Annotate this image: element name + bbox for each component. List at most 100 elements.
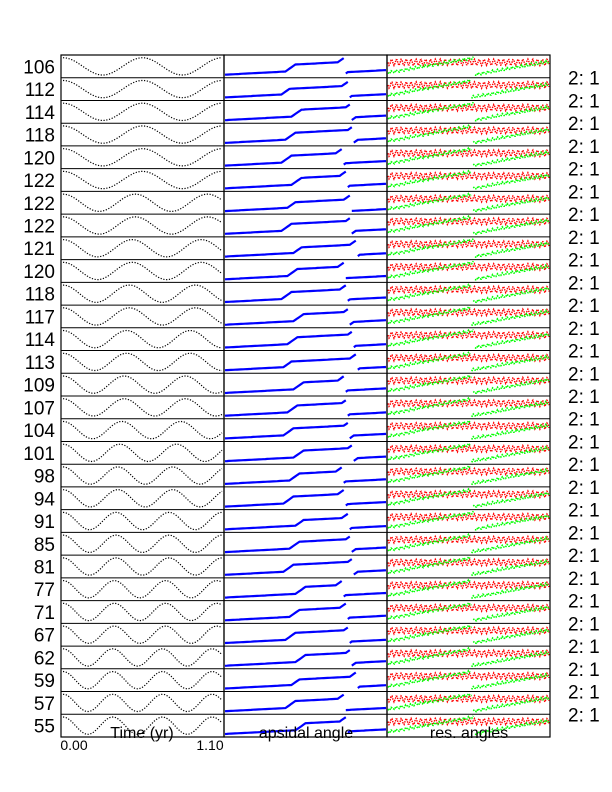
res-angle-green-line bbox=[470, 82, 550, 99]
ratio-label: 2: 1 bbox=[568, 160, 600, 181]
sinusoid-line bbox=[63, 170, 222, 190]
row-label: 120 bbox=[23, 262, 55, 283]
res-angle-red-line bbox=[387, 80, 550, 90]
res-angle-red-line bbox=[387, 193, 550, 204]
apsidal-line bbox=[224, 103, 351, 122]
apsidal-line bbox=[224, 421, 349, 440]
apsidal-line bbox=[224, 512, 349, 531]
panel-row bbox=[62, 373, 550, 395]
ratio-label: 2: 1 bbox=[568, 455, 600, 476]
res-angle-green-line bbox=[472, 150, 550, 167]
res-angle-red-line bbox=[387, 602, 550, 613]
res-angle-green-line bbox=[387, 419, 471, 439]
sinusoid-line bbox=[62, 693, 223, 713]
ratio-label: 2: 1 bbox=[568, 705, 600, 726]
apsidal-line bbox=[345, 501, 387, 507]
row-label: 118 bbox=[25, 285, 55, 306]
res-angle-green-line bbox=[387, 555, 471, 575]
ratio-label: 2: 1 bbox=[568, 683, 600, 704]
row-label: 114 bbox=[25, 103, 56, 124]
apsidal-line bbox=[224, 261, 345, 281]
apsidal-line bbox=[347, 182, 387, 189]
row-label: 104 bbox=[23, 421, 55, 442]
panel-row bbox=[62, 646, 550, 668]
res-angle-green-line bbox=[471, 445, 550, 463]
row-label: 59 bbox=[34, 671, 55, 692]
res-angle-green-line bbox=[387, 146, 472, 166]
sinusoid-line bbox=[62, 125, 223, 144]
sinusoid-line bbox=[62, 443, 223, 463]
row-label: 71 bbox=[34, 603, 55, 624]
apsidal-line bbox=[224, 284, 347, 304]
res-angle-green-line bbox=[387, 442, 471, 462]
panel-row bbox=[63, 419, 550, 440]
apsidal-line bbox=[224, 194, 351, 213]
panel-row bbox=[62, 396, 550, 418]
apsidal-line bbox=[224, 308, 349, 326]
ratio-label: 2: 1 bbox=[568, 433, 600, 454]
ratio-label: 2: 1 bbox=[568, 342, 600, 363]
panel-row bbox=[62, 192, 550, 213]
apsidal-line bbox=[224, 375, 345, 395]
res-angle-green-line bbox=[387, 56, 474, 75]
res-angle-green-line bbox=[387, 646, 471, 666]
sinusoid-line bbox=[62, 375, 223, 394]
panel-row bbox=[63, 101, 550, 122]
panel-row bbox=[62, 487, 550, 508]
res-angle-green-line bbox=[387, 464, 471, 484]
ratio-label: 2: 1 bbox=[568, 205, 600, 226]
ratio-label: 2: 1 bbox=[568, 296, 600, 317]
res-angle-green-line bbox=[387, 192, 472, 212]
sinusoid-line bbox=[62, 329, 223, 349]
sinusoid-line bbox=[62, 602, 223, 622]
row-label: 85 bbox=[34, 535, 55, 556]
apsidal-line bbox=[224, 57, 345, 76]
sinusoid-line bbox=[63, 420, 223, 440]
res-angle-green-line bbox=[387, 487, 472, 507]
res-angle-red-line bbox=[387, 421, 550, 431]
apsidal-line bbox=[349, 93, 387, 99]
res-angle-red-line bbox=[387, 57, 550, 68]
res-angle-green-line bbox=[387, 124, 472, 144]
res-angle-red-line bbox=[387, 375, 550, 386]
row-label: 98 bbox=[34, 467, 55, 488]
row-label: 77 bbox=[34, 580, 55, 601]
row-label: 67 bbox=[34, 626, 55, 647]
x-axis-label-time: Time (yr) bbox=[110, 725, 173, 742]
row-label: 117 bbox=[25, 307, 55, 328]
ratio-label: 2: 1 bbox=[568, 569, 600, 590]
sinusoid-line bbox=[63, 102, 222, 122]
row-label: 118 bbox=[25, 126, 55, 147]
ratio-label: 2: 1 bbox=[568, 387, 600, 408]
panel-row bbox=[62, 124, 550, 145]
panel-row bbox=[63, 146, 550, 167]
res-angle-green-line bbox=[471, 581, 550, 599]
apsidal-line bbox=[224, 170, 347, 190]
apsidal-line bbox=[224, 580, 343, 599]
apsidal-line bbox=[224, 693, 345, 713]
res-angle-green-line bbox=[471, 467, 550, 486]
apsidal-line bbox=[353, 137, 387, 144]
sinusoid-line bbox=[62, 466, 223, 485]
row-label: 122 bbox=[23, 217, 55, 238]
row-label: 112 bbox=[25, 80, 55, 101]
res-angle-green-line bbox=[387, 78, 471, 98]
apsidal-line bbox=[224, 353, 357, 372]
res-angle-red-line bbox=[387, 693, 550, 704]
res-angle-red-line bbox=[387, 534, 550, 545]
sinusoid-line bbox=[62, 670, 223, 690]
sinusoid-line bbox=[62, 239, 223, 258]
res-angle-red-line bbox=[387, 239, 550, 250]
res-angle-green-line bbox=[387, 373, 472, 394]
apsidal-line bbox=[224, 558, 353, 576]
sinusoid-line bbox=[62, 579, 223, 599]
ratio-label: 2: 1 bbox=[568, 319, 600, 340]
row-label: 55 bbox=[34, 717, 55, 738]
row-labels: 1061121141181201221221221211201181171141… bbox=[23, 57, 55, 737]
ratio-label: 2: 1 bbox=[568, 501, 600, 522]
sinusoid-line bbox=[63, 284, 223, 303]
panel-row bbox=[62, 56, 550, 77]
res-angle-red-line bbox=[387, 580, 550, 591]
res-angle-green-line bbox=[387, 214, 472, 234]
panel-row bbox=[62, 578, 550, 599]
